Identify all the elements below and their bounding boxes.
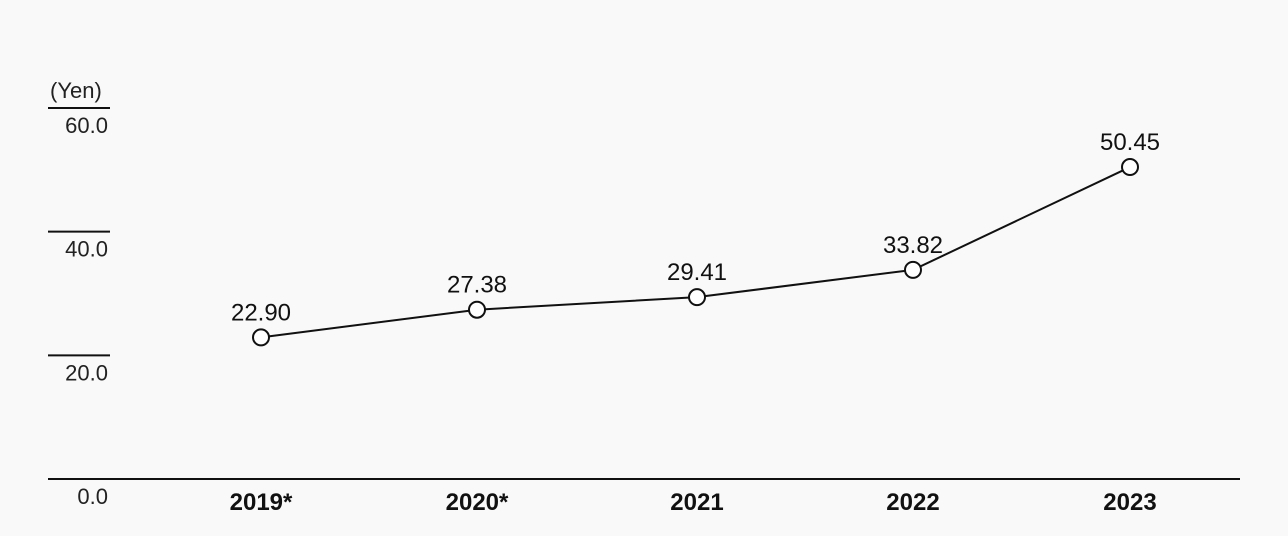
data-label: 27.38: [447, 272, 507, 299]
data-label: 22.90: [231, 299, 291, 326]
data-point: [688, 288, 706, 307]
y-tick-label: 0.0: [77, 484, 108, 509]
y-tick-label: 60.0: [65, 113, 108, 138]
data-label: 50.45: [1100, 129, 1160, 156]
series-line-group: 22.90 27.38 29.41 33.82 50.45: [231, 129, 1160, 347]
y-axis: 0.0 20.0 40.0 60.0: [48, 107, 110, 509]
x-tick-label: 2020*: [446, 489, 509, 516]
x-tick-label: 2023: [1103, 489, 1156, 516]
x-axis: 2019* 2020* 2021 2022 2023: [230, 489, 1157, 516]
data-point: [252, 328, 270, 347]
x-tick-label: 2022: [886, 489, 939, 516]
data-label: 33.82: [883, 232, 943, 259]
y-tick-label: 40.0: [65, 237, 108, 262]
data-label: 29.41: [667, 259, 727, 286]
data-point: [904, 260, 922, 279]
x-tick-label: 2021: [670, 489, 723, 516]
y-unit-label: (Yen): [50, 78, 102, 103]
series-line: [260, 166, 1131, 339]
x-tick-label: 2019*: [230, 489, 293, 516]
data-point: [468, 300, 486, 319]
y-tick-label: 20.0: [65, 360, 108, 385]
data-point: [1121, 158, 1139, 177]
